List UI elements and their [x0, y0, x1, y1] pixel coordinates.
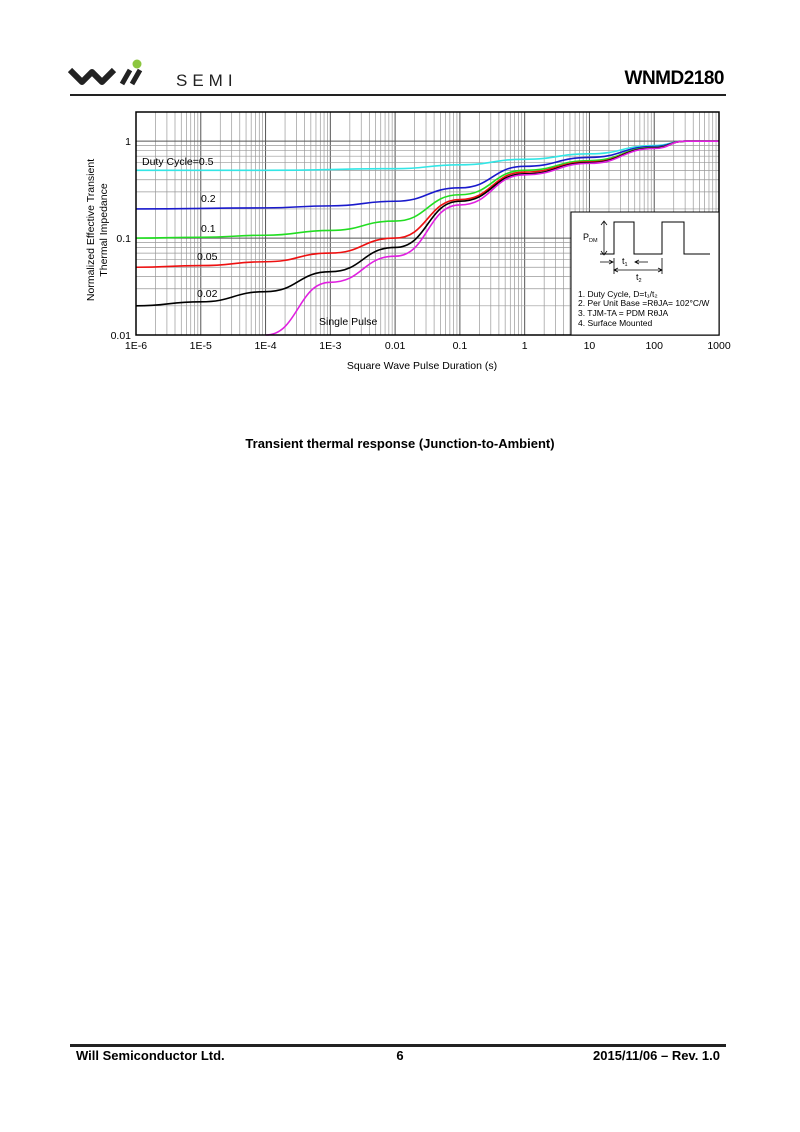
y-tick-label: 0.1: [116, 233, 131, 245]
header-divider: [70, 94, 726, 96]
svg-text:t2: t2: [636, 272, 642, 284]
series-label-5: Single Pulse: [319, 316, 378, 328]
x-tick-label: 1: [522, 340, 528, 352]
inset-note: 2. Per Unit Base =RθJA= 102°C/W: [578, 298, 709, 308]
x-tick-label: 1E-4: [254, 340, 276, 352]
logo-text: SEMI: [176, 71, 238, 90]
footer-page-number: 6: [396, 1048, 404, 1063]
y-tick-label: 0.01: [111, 330, 132, 342]
x-tick-label: 1000: [707, 340, 731, 352]
x-tick-label: 1E-5: [190, 340, 212, 352]
pulse-waveform: [600, 221, 710, 255]
inset-note: 3. TJM-TA = PDM RθJA: [578, 308, 668, 318]
series-label-0: Duty Cycle=0.5: [142, 156, 214, 168]
y-axis-label-line1: Normalized Effective Transient: [85, 159, 97, 301]
x-tick-label: 0.1: [453, 340, 468, 352]
series-label-4: 0.02: [197, 288, 218, 300]
footer-divider: [70, 1044, 726, 1047]
svg-text:PDM: PDM: [583, 232, 598, 244]
inset-legend-box: PDM t1 t2 1. Duty Cycle, D=t₁/t₂ 2. Per …: [570, 211, 720, 336]
series-label-1: 0.2: [201, 193, 216, 205]
x-tick-label: 1E-3: [319, 340, 341, 352]
pdm-arrow: [600, 220, 608, 256]
footer-company: Will Semiconductor Ltd.: [76, 1048, 225, 1063]
part-number: WNMD2180: [624, 68, 725, 89]
footer-date-revision: 2015/11/06 – Rev. 1.0: [593, 1048, 720, 1063]
time-arrows: [600, 258, 663, 274]
figure-caption: Transient thermal response (Junction-to-…: [245, 436, 555, 451]
x-tick-label: 0.01: [385, 340, 406, 352]
series-label-3: 0.05: [197, 251, 218, 263]
x-tick-label: 10: [584, 340, 596, 352]
svg-text:t1: t1: [622, 256, 628, 268]
will-semi-logo: SEMI: [67, 58, 258, 97]
x-tick-label: 1E-6: [125, 340, 147, 352]
thermal-impedance-chart: Duty Cycle=0.5 0.2 0.1 0.05 0.02 Single Pulse…: [85, 111, 731, 372]
y-tick-label: 1: [125, 136, 131, 148]
inset-note: 4. Surface Mounted: [578, 318, 652, 328]
x-axis-label: Square Wave Pulse Duration (s): [347, 360, 497, 372]
y-axis-label-line2: Thermal Impedance: [98, 183, 110, 277]
inset-note: 1. Duty Cycle, D=t₁/t₂: [578, 289, 658, 299]
x-tick-label: 100: [645, 340, 663, 352]
series-label-2: 0.1: [201, 223, 216, 235]
series-line-5: [265, 140, 719, 336]
